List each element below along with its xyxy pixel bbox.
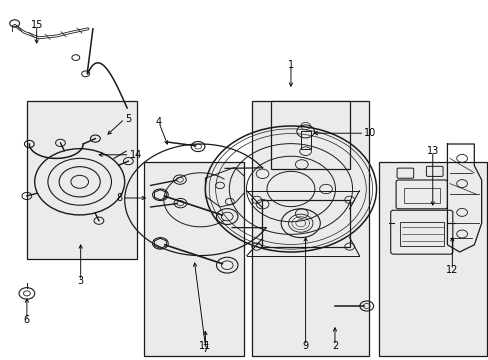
Text: 14: 14 bbox=[129, 150, 142, 160]
Text: 12: 12 bbox=[445, 265, 458, 275]
Bar bbox=[144, 162, 244, 356]
Bar bbox=[300, 131, 310, 149]
Text: 5: 5 bbox=[124, 114, 131, 124]
Text: 7: 7 bbox=[202, 344, 208, 354]
Text: 8: 8 bbox=[116, 193, 122, 203]
Bar bbox=[271, 101, 349, 169]
Text: 2: 2 bbox=[331, 341, 337, 351]
Text: 13: 13 bbox=[426, 146, 438, 156]
Text: 1: 1 bbox=[287, 60, 293, 70]
Text: 6: 6 bbox=[24, 315, 30, 325]
Text: 4: 4 bbox=[156, 117, 162, 127]
Text: 3: 3 bbox=[78, 276, 83, 286]
Bar bbox=[378, 162, 486, 356]
Bar bbox=[399, 222, 443, 246]
Bar bbox=[404, 188, 439, 203]
Bar bbox=[261, 200, 349, 247]
Text: 9: 9 bbox=[302, 341, 308, 351]
Text: 15: 15 bbox=[30, 20, 43, 30]
Bar bbox=[251, 101, 368, 356]
Bar bbox=[27, 101, 137, 259]
Text: 10: 10 bbox=[364, 128, 376, 138]
Text: 11: 11 bbox=[199, 341, 211, 351]
